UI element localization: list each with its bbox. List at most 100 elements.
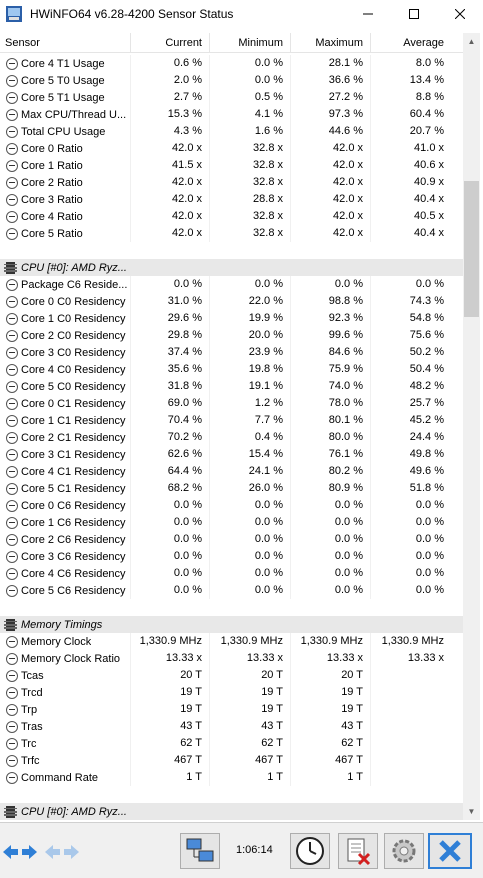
sensor-row[interactable]: Core 1 C0 Residency 29.6 % 19.9 % 92.3 % 54.… [0, 310, 463, 327]
sensor-row[interactable]: Trfc 467 T 467 T 467 T [0, 752, 463, 769]
sensor-row[interactable]: Core 2 Ratio 42.0 x 32.8 x 42.0 x 40.9 x [0, 174, 463, 191]
maximum-value: 0.0 % [291, 276, 371, 293]
sensor-row[interactable]: Core 3 C6 Residency 0.0 % 0.0 % 0.0 % 0.0 % [0, 548, 463, 565]
sensor-list[interactable]: Core 4 T1 Usage 0.6 % 0.0 % 28.1 % 8.0 % Core… [0, 55, 463, 820]
sensor-row[interactable]: Core 1 C6 Residency 0.0 % 0.0 % 0.0 % 0.0 % [0, 514, 463, 531]
average-value: 13.33 x [407, 652, 444, 664]
minimum-value: 1.6 % [210, 123, 291, 140]
scroll-down-arrow-icon[interactable]: ▼ [467, 807, 476, 816]
sensor-row[interactable]: Core 2 C6 Residency 0.0 % 0.0 % 0.0 % 0.0 % [0, 531, 463, 548]
sensor-row[interactable]: Core 5 Ratio 42.0 x 32.8 x 42.0 x 40.4 x [0, 225, 463, 242]
scroll-up-arrow-icon[interactable]: ▲ [467, 37, 476, 46]
exit-button[interactable] [428, 833, 472, 869]
gauge-icon [6, 669, 18, 682]
gauge-icon [6, 380, 18, 393]
sensor-row[interactable]: Core 4 Ratio 42.0 x 32.8 x 42.0 x 40.5 x [0, 208, 463, 225]
current-value: 0.0 % [131, 582, 210, 599]
sensor-row[interactable]: Core 0 C0 Residency 31.0 % 22.0 % 98.8 % 74.… [0, 293, 463, 310]
minimize-button[interactable] [345, 0, 391, 28]
average-value: 40.4 x [414, 227, 444, 239]
current-value: 15.3 % [131, 106, 210, 123]
navigate-arrows-button[interactable] [2, 837, 38, 867]
minimum-value: 1.2 % [210, 395, 291, 412]
sensor-name-cell: Core 5 T1 Usage [0, 89, 131, 106]
sensor-row[interactable]: Core 2 C1 Residency 70.2 % 0.4 % 80.0 % 24.4… [0, 429, 463, 446]
sensor-row[interactable]: Trc 62 T 62 T 62 T [0, 735, 463, 752]
column-maximum[interactable]: Maximum [291, 33, 371, 52]
navigate-arrows-disabled-button[interactable] [44, 837, 80, 867]
sensor-row[interactable]: Core 1 C1 Residency 70.4 % 7.7 % 80.1 % 45.2… [0, 412, 463, 429]
sensor-row[interactable]: Core 5 C0 Residency 31.8 % 19.1 % 74.0 % 48.… [0, 378, 463, 395]
sensor-group-header[interactable]: CPU [#0]: AMD Ryz... [0, 803, 463, 820]
sensor-row[interactable]: Max CPU/Thread U... 15.3 % 4.1 % 97.3 % 60.4… [0, 106, 463, 123]
sensor-row[interactable]: Core 0 C1 Residency 69.0 % 1.2 % 78.0 % 25.7… [0, 395, 463, 412]
sensor-row[interactable]: Trcd 19 T 19 T 19 T [0, 684, 463, 701]
sensor-row[interactable]: Core 4 T1 Usage 0.6 % 0.0 % 28.1 % 8.0 % [0, 55, 463, 72]
average-value: 0.0 % [415, 278, 444, 290]
average-value: 24.4 % [409, 431, 444, 443]
sensor-row[interactable]: Core 3 C1 Residency 62.6 % 15.4 % 76.1 % 49.… [0, 446, 463, 463]
settings-button[interactable] [384, 833, 424, 869]
average-value: 50.2 % [409, 346, 444, 358]
gauge-icon [6, 465, 18, 478]
sensor-label: Core 1 C6 Residency [21, 516, 126, 529]
logging-button[interactable] [338, 833, 378, 869]
sensor-name-cell: Core 5 Ratio [0, 225, 131, 242]
current-value: 37.4 % [131, 344, 210, 361]
vertical-scrollbar[interactable]: ▲ ▼ [463, 33, 480, 820]
sensor-row[interactable]: Package C6 Reside... 0.0 % 0.0 % 0.0 % 0.0 % [0, 276, 463, 293]
sensor-row[interactable]: Core 5 T0 Usage 2.0 % 0.0 % 36.6 % 13.4 % [0, 72, 463, 89]
column-sensor[interactable]: Sensor [0, 33, 131, 52]
sensor-row[interactable]: Tcas 20 T 20 T 20 T [0, 667, 463, 684]
scroll-thumb[interactable] [464, 181, 479, 317]
sensor-name-cell: Trc [0, 735, 131, 752]
sensor-row[interactable]: Core 0 Ratio 42.0 x 32.8 x 42.0 x 41.0 x [0, 140, 463, 157]
sensor-row[interactable]: Core 3 Ratio 42.0 x 28.8 x 42.0 x 40.4 x [0, 191, 463, 208]
sensor-label: Tras [21, 720, 43, 733]
minimum-value: 32.8 x [210, 157, 291, 174]
sensor-label: Core 3 C0 Residency [21, 346, 126, 359]
sensor-row[interactable]: Core 2 C0 Residency 29.8 % 20.0 % 99.6 % 75.… [0, 327, 463, 344]
network-button[interactable] [180, 833, 220, 869]
column-minimum[interactable]: Minimum [210, 33, 291, 52]
maximize-button[interactable] [391, 0, 437, 28]
gauge-icon [6, 346, 18, 359]
sensor-label: Core 0 Ratio [21, 142, 83, 155]
minimum-value: 0.4 % [210, 429, 291, 446]
sensor-row[interactable]: Tras 43 T 43 T 43 T [0, 718, 463, 735]
minimum-value: 20.0 % [210, 327, 291, 344]
maximum-value: 99.6 % [291, 327, 371, 344]
minimum-value: 19 T [210, 701, 291, 718]
sensor-label: Core 1 Ratio [21, 159, 83, 172]
sensor-row[interactable]: Core 3 C0 Residency 37.4 % 23.9 % 84.6 % 50.… [0, 344, 463, 361]
sensor-name-cell: Core 2 C0 Residency [0, 327, 131, 344]
sensor-row[interactable]: Trp 19 T 19 T 19 T [0, 701, 463, 718]
minimum-value: 19 T [210, 684, 291, 701]
column-current[interactable]: Current [131, 33, 210, 52]
average-value: 0.0 % [415, 516, 444, 528]
sensor-row[interactable]: Core 5 C6 Residency 0.0 % 0.0 % 0.0 % 0.0 % [0, 582, 463, 599]
group-name-cell: CPU [#0]: AMD Ryz... [0, 259, 300, 276]
sensor-row[interactable]: Core 0 C6 Residency 0.0 % 0.0 % 0.0 % 0.0 % [0, 497, 463, 514]
close-button[interactable] [437, 0, 483, 28]
group-label: CPU [#0]: AMD Ryz... [21, 261, 127, 274]
column-average[interactable]: Average [403, 37, 444, 49]
sensor-row[interactable]: Core 4 C6 Residency 0.0 % 0.0 % 0.0 % 0.0 % [0, 565, 463, 582]
average-value: 13.4 % [409, 74, 444, 86]
sensor-label: Trfc [21, 754, 40, 767]
hwinfo-app-icon[interactable] [6, 5, 22, 22]
sensor-row[interactable]: Total CPU Usage 4.3 % 1.6 % 44.6 % 20.7 % [0, 123, 463, 140]
sensor-row[interactable]: Core 5 T1 Usage 2.7 % 0.5 % 27.2 % 8.8 % [0, 89, 463, 106]
sensor-group-header[interactable]: Memory Timings [0, 616, 463, 633]
sensor-row[interactable]: Core 4 C0 Residency 35.6 % 19.8 % 75.9 % 50.… [0, 361, 463, 378]
maximum-value: 97.3 % [291, 106, 371, 123]
current-value: 42.0 x [131, 208, 210, 225]
clock-reset-button[interactable] [290, 833, 330, 869]
sensor-row[interactable]: Core 1 Ratio 41.5 x 32.8 x 42.0 x 40.6 x [0, 157, 463, 174]
sensor-group-header[interactable]: CPU [#0]: AMD Ryz... [0, 259, 463, 276]
sensor-row[interactable]: Core 4 C1 Residency 64.4 % 24.1 % 80.2 % 49.… [0, 463, 463, 480]
sensor-row[interactable]: Memory Clock 1,330.9 MHz 1,330.9 MHz 1,330.… [0, 633, 463, 650]
sensor-row[interactable]: Core 5 C1 Residency 68.2 % 26.0 % 80.9 % 51.… [0, 480, 463, 497]
